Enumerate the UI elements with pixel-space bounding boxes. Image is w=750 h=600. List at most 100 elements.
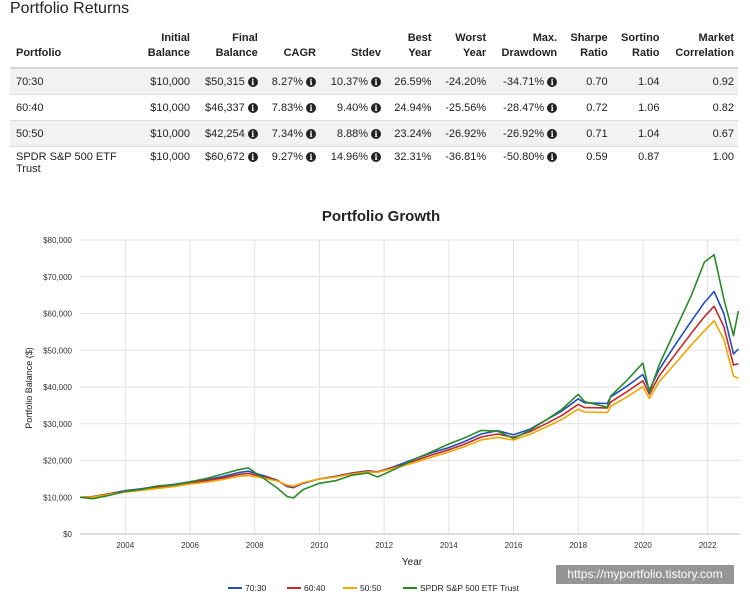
cell-cagr: 7.34% i xyxy=(261,120,320,147)
y-tick-label: $30,000 xyxy=(43,420,72,429)
info-icon[interactable]: i xyxy=(247,128,258,139)
cell-stdev: 14.96% i xyxy=(320,146,386,193)
column-header-line2: Drawdown xyxy=(501,47,558,59)
cell-corr: 0.92 xyxy=(663,67,738,95)
column-header: Stdev xyxy=(320,28,386,69)
cell-worst: -26.92% xyxy=(435,120,491,147)
cell-initial: $10,000 xyxy=(138,94,194,121)
x-tick-label: 2016 xyxy=(505,541,523,550)
legend-label: 70:30 xyxy=(245,583,267,593)
cell-stdev: 10.37% i xyxy=(320,67,386,95)
cell-worst: -36.81% xyxy=(435,146,491,193)
cell-sortino: 1.06 xyxy=(611,94,664,121)
info-icon[interactable]: i xyxy=(306,102,316,113)
cell-value: $10,000 xyxy=(150,127,190,140)
column-header: Portfolio xyxy=(10,28,138,69)
info-icon[interactable]: i xyxy=(547,76,558,87)
cell-corr: 1.00 xyxy=(663,146,738,193)
cell-value: 1.06 xyxy=(638,101,660,114)
cell-stdev: 9.40% i xyxy=(320,94,386,121)
cell-value: 0.71 xyxy=(586,127,608,140)
cell-worst: -25.56% xyxy=(435,94,491,121)
info-icon[interactable]: i xyxy=(247,76,258,87)
chart-legend: 70:30 60:40 50:50 SPDR S&P 500 ETF Trust xyxy=(228,583,520,593)
cell-best: 24.94% xyxy=(385,94,436,121)
cell-value: 9.27% xyxy=(271,151,303,163)
cell-drawdown: -26.92% i xyxy=(490,120,562,147)
x-tick-label: 2014 xyxy=(440,541,458,550)
cell-value: -25.56% xyxy=(445,101,487,114)
returns-table-body: 70:30 $10,000 $50,315 i 8.27% i 10.37% i 26.59% -… xyxy=(10,67,738,193)
cell-sortino: 1.04 xyxy=(611,67,664,95)
cell-initial: $10,000 xyxy=(138,146,194,193)
table-row: 60:40 $10,000 $46,337 i 7.83% i 9.40% i 24.94% -2… xyxy=(10,94,738,121)
cell-best: 23.24% xyxy=(385,120,436,147)
x-tick-label: 2008 xyxy=(246,541,264,550)
x-tick-label: 2012 xyxy=(375,541,393,550)
cell-value: 1.04 xyxy=(638,127,660,140)
cell-sortino: 0.87 xyxy=(611,146,664,193)
cell-drawdown: -50.80% i xyxy=(490,146,562,193)
cell-initial: $10,000 xyxy=(138,120,194,147)
cell-final: $46,337 i xyxy=(194,94,262,121)
info-icon[interactable]: i xyxy=(547,152,558,162)
legend-item[interactable]: 50:50 xyxy=(343,583,382,593)
info-icon[interactable]: i xyxy=(306,128,316,139)
legend-label: SPDR S&P 500 ETF Trust xyxy=(420,583,520,593)
info-icon[interactable]: i xyxy=(306,152,316,162)
x-tick-label: 2020 xyxy=(634,541,652,550)
y-tick-label: $50,000 xyxy=(43,346,72,355)
cell-best: 32.31% xyxy=(385,146,436,193)
info-icon[interactable]: i xyxy=(371,152,382,162)
series-line xyxy=(79,290,739,499)
cell-final: $42,254 i xyxy=(194,120,262,147)
cell-value: 26.59% xyxy=(394,75,432,88)
cell-value: -24.20% xyxy=(445,75,487,88)
legend-label: 60:40 xyxy=(304,583,326,593)
series-line xyxy=(79,320,739,499)
legend-label: 50:50 xyxy=(360,583,382,593)
cell-sortino: 1.04 xyxy=(611,120,664,147)
column-header-line2: Balance xyxy=(147,47,190,59)
column-header: Best Year xyxy=(385,28,436,69)
cell-value: -36.81% xyxy=(445,151,487,163)
cell-value: 24.94% xyxy=(394,101,432,114)
info-icon[interactable]: i xyxy=(371,128,382,139)
returns-header-row: Portfolio Initial Balance Final Balance CAGR S… xyxy=(10,28,738,69)
info-icon[interactable]: i xyxy=(371,102,382,113)
returns-title: Portfolio Returns xyxy=(10,0,130,17)
series-line xyxy=(79,253,740,500)
info-icon[interactable]: i xyxy=(371,76,382,87)
info-icon[interactable]: i xyxy=(247,102,258,113)
column-header-line2: Portfolio xyxy=(16,47,62,59)
y-tick-label: $20,000 xyxy=(43,457,72,466)
cell-value: 50:50 xyxy=(16,127,44,140)
cell-best: 26.59% xyxy=(385,67,436,95)
column-header-line1: Worst xyxy=(455,32,487,44)
cell-value: 60:40 xyxy=(16,101,44,114)
column-header: Initial Balance xyxy=(138,28,194,69)
info-icon[interactable]: i xyxy=(547,128,558,139)
column-header-line2: CAGR xyxy=(283,47,316,59)
column-header-line2: Stdev xyxy=(351,47,382,59)
column-header: Market Correlation xyxy=(663,28,738,69)
column-header-line2: Ratio xyxy=(580,47,608,59)
table-row: 50:50 $10,000 $42,254 i 7.34% i 8.88% i 23.24% -2… xyxy=(10,120,738,147)
cell-value: 32.31% xyxy=(394,151,432,163)
series-line xyxy=(79,305,739,499)
column-header-line2: Correlation xyxy=(675,47,734,59)
cell-name: 70:30 xyxy=(10,67,138,95)
info-icon[interactable]: i xyxy=(247,152,258,162)
cell-value: -26.92% xyxy=(445,127,487,140)
info-icon[interactable]: i xyxy=(306,76,316,87)
series-lines xyxy=(79,253,740,500)
x-tick-label: 2022 xyxy=(699,541,717,550)
cell-name: 50:50 xyxy=(10,120,138,147)
legend-item[interactable]: 70:30 xyxy=(228,583,267,593)
legend-item[interactable]: SPDR S&P 500 ETF Trust xyxy=(403,583,520,593)
cell-name: SPDR S&P 500 ETF Trust xyxy=(10,146,138,193)
info-icon[interactable]: i xyxy=(547,102,558,113)
x-axis-label: Year xyxy=(402,557,423,568)
cell-value: 70:30 xyxy=(16,75,44,88)
legend-item[interactable]: 60:40 xyxy=(287,583,326,593)
